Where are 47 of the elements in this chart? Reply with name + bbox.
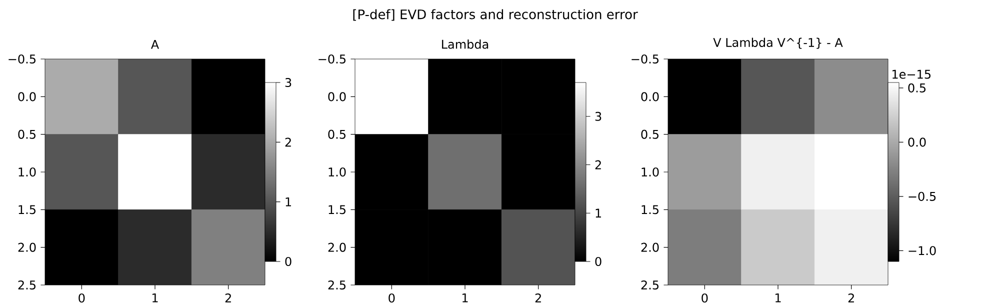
color-bar-label: 0 <box>595 256 602 266</box>
y-tick-label: −0.5 <box>632 54 658 64</box>
y-tick-label: 0.5 <box>328 130 346 139</box>
y-tick-label: 1.5 <box>642 205 658 214</box>
y-tick-label: 1.0 <box>18 167 36 177</box>
y-tick-label: 0.5 <box>18 130 36 139</box>
y-tick-label: 0.0 <box>18 92 36 102</box>
x-tick-label: 0 <box>78 293 85 303</box>
y-tick-label: 2.5 <box>328 280 346 290</box>
x-tick-label: 0 <box>702 293 708 303</box>
y-tick-label: 1.5 <box>328 205 346 214</box>
chart-title: Lambda <box>442 40 488 49</box>
y-tick-label: 2.0 <box>641 242 659 252</box>
color-bar-label: 1 <box>286 197 291 206</box>
text: 1e−15 <box>892 70 930 79</box>
y-tick-label: 2.5 <box>18 280 36 290</box>
x-tick-label: 1 <box>462 293 468 302</box>
chart-title: V Lambda V^{-1} - A <box>713 38 843 49</box>
x-tick-label: 2 <box>848 293 854 302</box>
y-tick-label: 2.0 <box>328 242 346 252</box>
x-tick-label: 2 <box>535 293 541 302</box>
color-bar-label: 0.0 <box>908 138 926 147</box>
y-tick-label: 0.5 <box>641 130 658 139</box>
y-tick-label: 0.0 <box>641 92 659 102</box>
y-tick-label: −0.5 <box>8 54 36 64</box>
color-bar-label: 0.5 <box>908 83 926 92</box>
color-bar-label: 1 <box>596 208 601 218</box>
y-tick-label: 2.0 <box>18 242 36 252</box>
y-tick-label: 2.5 <box>641 280 658 290</box>
y-tick-label: 1.5 <box>18 205 36 214</box>
color-bar-label: 3 <box>285 78 292 88</box>
color-bar-label: 2 <box>285 138 291 147</box>
x-tick-label: 0 <box>388 293 395 303</box>
y-tick-label: 1.0 <box>328 167 346 177</box>
x-tick-label: 1 <box>776 293 781 302</box>
color-bar-label: −1.0 <box>908 246 936 256</box>
color-bar-label: 3 <box>595 112 602 121</box>
color-bar-label: −0.5 <box>908 192 936 201</box>
x-tick-label: 2 <box>225 293 231 302</box>
x-tick-label: 1 <box>152 293 158 302</box>
y-tick-label: −0.5 <box>318 54 346 64</box>
text: [P-def] EVD factors and reconstruction error <box>353 9 638 21</box>
y-tick-label: 1.0 <box>642 167 659 177</box>
chart-title: A <box>150 40 160 49</box>
color-bar-label: 0 <box>285 256 292 266</box>
color-bar-label: 2 <box>595 160 601 170</box>
y-tick-label: 0.0 <box>328 92 346 102</box>
